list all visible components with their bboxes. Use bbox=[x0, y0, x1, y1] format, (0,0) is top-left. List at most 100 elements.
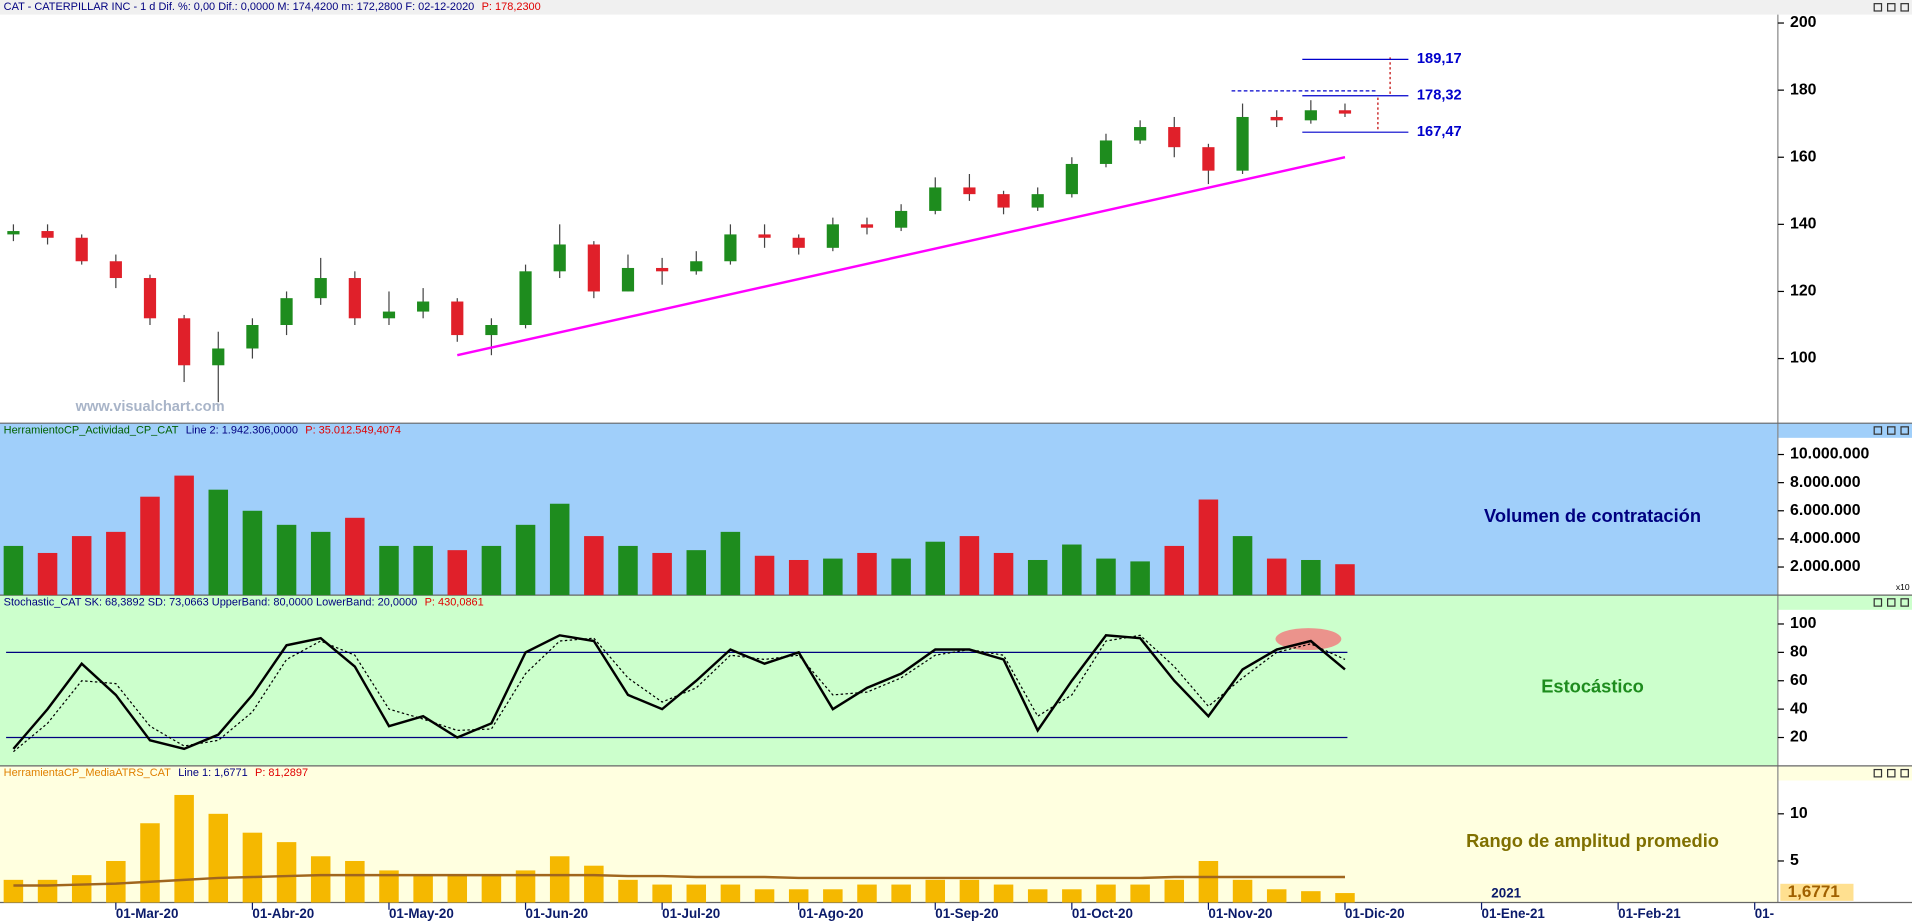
trendline bbox=[457, 156, 1346, 357]
bar bbox=[1232, 536, 1253, 596]
bar bbox=[345, 860, 365, 903]
bar bbox=[959, 536, 980, 596]
x-tick-label: 01-Jun-20 bbox=[526, 906, 589, 921]
bar bbox=[106, 860, 126, 903]
bar bbox=[1266, 558, 1287, 596]
bar bbox=[345, 517, 365, 596]
bar bbox=[1301, 559, 1321, 596]
x-tick-label: 01-Sep-20 bbox=[935, 906, 998, 921]
candle-body bbox=[860, 224, 874, 228]
header-text: P: 430,0861 bbox=[425, 596, 484, 608]
bar bbox=[379, 545, 399, 596]
bar bbox=[959, 879, 980, 903]
header-text: Line 2: 1.942.306,0000 bbox=[186, 424, 298, 436]
bar bbox=[1198, 860, 1219, 903]
bar bbox=[208, 489, 229, 596]
bar bbox=[310, 856, 331, 903]
header-bar bbox=[0, 0, 1912, 15]
candle-body bbox=[348, 278, 361, 319]
candle-body bbox=[451, 301, 464, 336]
y-tick-label: 80 bbox=[1790, 644, 1808, 661]
header-text: P: 35.012.549,4074 bbox=[305, 424, 401, 436]
bar bbox=[3, 545, 24, 596]
candle-body bbox=[1031, 194, 1044, 208]
panel-title: Estocástico bbox=[1541, 676, 1644, 697]
y-tick-label: 140 bbox=[1790, 216, 1817, 233]
last-value-label: 1,6771 bbox=[1788, 882, 1841, 901]
bar bbox=[413, 875, 433, 903]
x-tick-label: 01-Ago-20 bbox=[799, 906, 864, 921]
candle-body bbox=[178, 318, 191, 366]
bar bbox=[1164, 545, 1185, 596]
y-tick-label: 160 bbox=[1790, 148, 1817, 165]
y-tick-label: 10.000.000 bbox=[1790, 446, 1869, 463]
candle-body bbox=[587, 244, 600, 292]
bar bbox=[1301, 891, 1321, 903]
bar bbox=[823, 558, 843, 596]
candle-body bbox=[724, 234, 737, 262]
stochastic-line bbox=[13, 634, 1346, 753]
bar bbox=[788, 559, 809, 596]
candle-body bbox=[1099, 140, 1113, 164]
y-tick-label: 6.000.000 bbox=[1790, 502, 1861, 519]
bar bbox=[618, 879, 638, 903]
stochastic-panel bbox=[0, 595, 1778, 766]
bar bbox=[276, 842, 297, 903]
atr-header-bar bbox=[0, 765, 1912, 781]
window-buttons bbox=[1873, 3, 1909, 778]
bar bbox=[1198, 499, 1219, 596]
bar bbox=[276, 524, 297, 596]
bar bbox=[549, 503, 570, 596]
x-tick-label: 01-Jul-20 bbox=[662, 906, 720, 921]
bar bbox=[242, 510, 263, 596]
bar bbox=[37, 552, 58, 596]
candle-body bbox=[656, 267, 669, 272]
candle-body bbox=[1134, 127, 1147, 141]
header-text: Stochastic_CAT SK: 68,3892 SD: 73,0663 U… bbox=[4, 596, 418, 608]
bar bbox=[140, 823, 160, 903]
level-label: 189,17 bbox=[1417, 51, 1462, 67]
y-tick-label: 180 bbox=[1790, 81, 1817, 98]
candle-body bbox=[792, 237, 805, 248]
bar bbox=[310, 531, 331, 596]
bar bbox=[174, 475, 194, 596]
candle-body bbox=[1304, 110, 1317, 121]
bar bbox=[413, 545, 433, 596]
bar bbox=[481, 545, 502, 596]
level-label: 167,47 bbox=[1417, 124, 1462, 140]
y-tick-label: 40 bbox=[1790, 700, 1808, 717]
bar bbox=[891, 558, 911, 596]
bar bbox=[515, 870, 536, 903]
bar bbox=[1062, 544, 1082, 596]
bar bbox=[720, 531, 741, 596]
bar bbox=[3, 879, 24, 903]
candle-body bbox=[1065, 163, 1078, 195]
candle-body bbox=[143, 278, 157, 319]
candle-body bbox=[963, 187, 976, 195]
y-tick-label: 5 bbox=[1790, 852, 1799, 869]
y-tick-label: 120 bbox=[1790, 283, 1817, 300]
watermark: www.visualchart.com bbox=[75, 399, 225, 415]
y-tick-label: 60 bbox=[1790, 672, 1808, 689]
year-label: 2021 bbox=[1491, 885, 1521, 900]
bar bbox=[1335, 893, 1355, 903]
candle-body bbox=[417, 301, 430, 312]
candle-body bbox=[485, 325, 498, 336]
bar bbox=[788, 889, 809, 903]
candle-body bbox=[553, 244, 566, 272]
bar bbox=[379, 870, 399, 903]
bar bbox=[447, 875, 468, 903]
bar bbox=[1232, 879, 1253, 903]
y-tick-label: 100 bbox=[1790, 615, 1817, 632]
bar bbox=[891, 884, 911, 903]
y-tick-label: 20 bbox=[1790, 729, 1808, 746]
bar bbox=[1130, 884, 1150, 903]
bar bbox=[993, 884, 1014, 903]
bar bbox=[208, 813, 229, 903]
average-line bbox=[13, 873, 1345, 887]
y-tick-label: 4.000.000 bbox=[1790, 530, 1861, 547]
bar bbox=[686, 884, 707, 903]
candle-body bbox=[826, 224, 839, 248]
candle-body bbox=[75, 237, 88, 262]
bar bbox=[925, 879, 946, 903]
